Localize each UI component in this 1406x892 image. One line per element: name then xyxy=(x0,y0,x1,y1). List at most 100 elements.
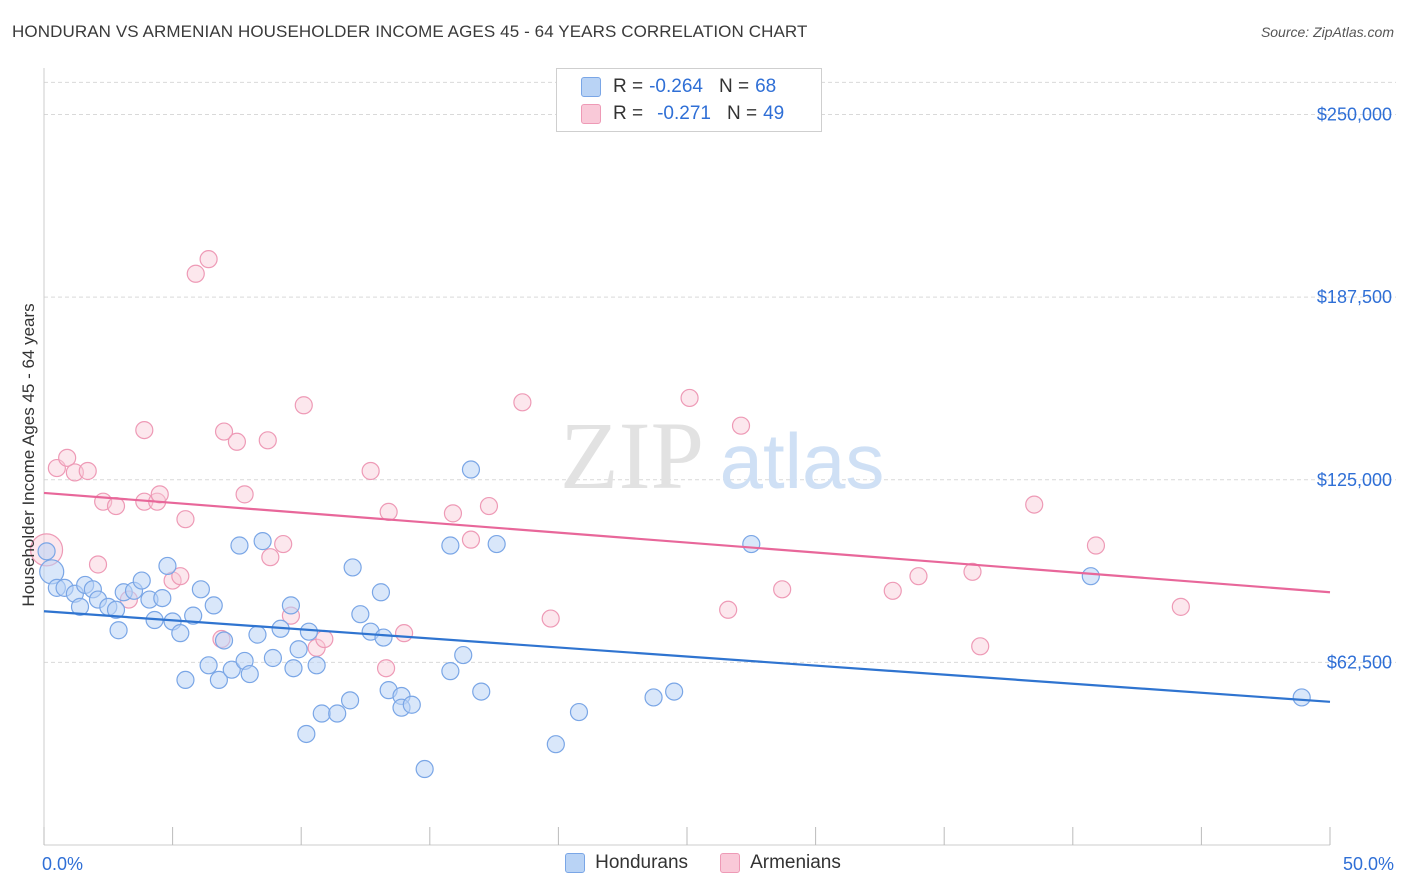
armenian-point xyxy=(376,659,396,678)
armenian-point xyxy=(176,510,195,529)
honduran-point xyxy=(371,583,391,602)
honduran-point xyxy=(109,621,128,640)
armenian-point xyxy=(971,637,990,656)
source-label: Source: ZipAtlas.com xyxy=(1260,24,1394,40)
r-label: R = xyxy=(613,103,644,124)
armenian-point xyxy=(135,420,154,440)
r-value-armenians: -0.271 xyxy=(657,103,711,124)
honduran-point xyxy=(454,645,473,665)
y-tick-label: $125,000 xyxy=(1317,470,1392,490)
armenian-point xyxy=(258,431,277,450)
n-label: N = xyxy=(718,76,750,97)
honduran-point xyxy=(184,606,203,625)
armenian-point xyxy=(186,264,205,283)
honduran-point xyxy=(461,460,481,479)
honduran-point xyxy=(240,664,259,684)
honduran-point xyxy=(415,759,434,779)
legend-item-hondurans[interactable]: Hondurans xyxy=(565,852,688,874)
axes xyxy=(43,68,1331,846)
correlation-legend: R = -0.264 N = 68 R = -0.271 N = 49 xyxy=(556,68,822,132)
watermark-zip: ZIP xyxy=(560,402,704,509)
honduran-point xyxy=(153,588,172,608)
honduran-point xyxy=(569,702,589,722)
armenian-point xyxy=(909,567,928,586)
armenians-swatch xyxy=(581,104,601,124)
honduran-point xyxy=(487,534,506,554)
honduran-point xyxy=(340,691,360,710)
honduran-point xyxy=(199,656,218,675)
armenian-point xyxy=(1171,597,1190,616)
honduran-point xyxy=(248,625,267,644)
armenian-point xyxy=(199,250,218,269)
honduran-point xyxy=(171,624,190,643)
armenian-point xyxy=(719,600,738,619)
hondurans-swatch xyxy=(565,853,586,873)
honduran-point xyxy=(343,558,362,577)
honduran-point xyxy=(644,688,663,707)
series-legend: Hondurans Armenians xyxy=(0,852,1406,874)
armenian-point xyxy=(963,562,982,581)
honduran-point xyxy=(351,605,370,624)
honduran-point xyxy=(158,556,177,576)
honduran-point xyxy=(222,660,241,679)
honduran-point xyxy=(263,648,283,668)
y-tick-label: $62,500 xyxy=(1327,652,1392,672)
honduran-points xyxy=(37,460,1311,779)
r-label: R = xyxy=(613,76,644,97)
honduran-point xyxy=(191,580,210,599)
honduran-point xyxy=(307,656,326,675)
honduran-point xyxy=(297,724,316,744)
grid-lines xyxy=(44,81,1396,663)
tick-labels: $62,500 $125,000 $187,500 $250,000 0.0% 50.0%… xyxy=(19,105,1394,874)
armenian-point xyxy=(541,609,560,628)
armenian-point xyxy=(379,502,398,522)
armenians-swatch xyxy=(720,853,741,873)
armenian-point xyxy=(361,461,380,481)
honduran-point xyxy=(132,571,151,590)
honduran-point xyxy=(230,536,249,555)
honduran-point xyxy=(742,534,761,554)
armenian-point xyxy=(88,555,108,574)
armenian-point xyxy=(78,461,97,481)
armenian-point xyxy=(680,388,699,408)
y-axis-label: Householder Income Ages 45 - 64 years xyxy=(19,303,38,606)
armenian-point xyxy=(58,448,77,467)
armenians-trendline xyxy=(43,491,1331,594)
armenian-point xyxy=(214,422,234,441)
armenian-point xyxy=(106,496,126,516)
honduran-point xyxy=(176,670,195,690)
honduran-point xyxy=(402,695,421,714)
honduran-point xyxy=(253,532,272,551)
legend-label-hondurans: Hondurans xyxy=(595,852,689,873)
legend-item-armenians[interactable]: Armenians xyxy=(720,852,841,874)
armenian-point xyxy=(731,416,751,435)
honduran-point xyxy=(289,640,308,659)
armenian-point xyxy=(461,530,481,549)
honduran-point xyxy=(281,596,301,615)
n-value-armenians: 49 xyxy=(763,103,785,124)
hondurans-trendline xyxy=(43,610,1331,703)
armenian-point xyxy=(171,567,190,586)
honduran-point xyxy=(328,704,347,723)
honduran-point xyxy=(37,542,56,561)
armenian-point xyxy=(227,432,246,451)
y-tick-label: $187,500 xyxy=(1317,287,1392,307)
honduran-point xyxy=(546,735,565,754)
armenian-point xyxy=(479,496,499,516)
y-tick-label: $250,000 xyxy=(1317,105,1392,125)
honduran-point xyxy=(665,682,684,701)
r-value-hondurans: -0.264 xyxy=(649,76,703,97)
honduran-point xyxy=(204,596,223,615)
hondurans-swatch xyxy=(581,77,601,97)
chart-title: HONDURAN VS ARMENIAN HOUSEHOLDER INCOME … xyxy=(12,22,808,41)
honduran-point xyxy=(441,536,460,555)
legend-row-armenians: R = -0.271 N = 49 xyxy=(581,102,784,126)
armenian-point xyxy=(294,396,313,415)
armenian-point xyxy=(235,485,254,504)
x-tick-label: 0.0% xyxy=(42,854,83,874)
honduran-point xyxy=(441,662,460,681)
honduran-point xyxy=(106,600,126,619)
armenian-point xyxy=(883,581,902,600)
armenian-point xyxy=(261,548,280,567)
